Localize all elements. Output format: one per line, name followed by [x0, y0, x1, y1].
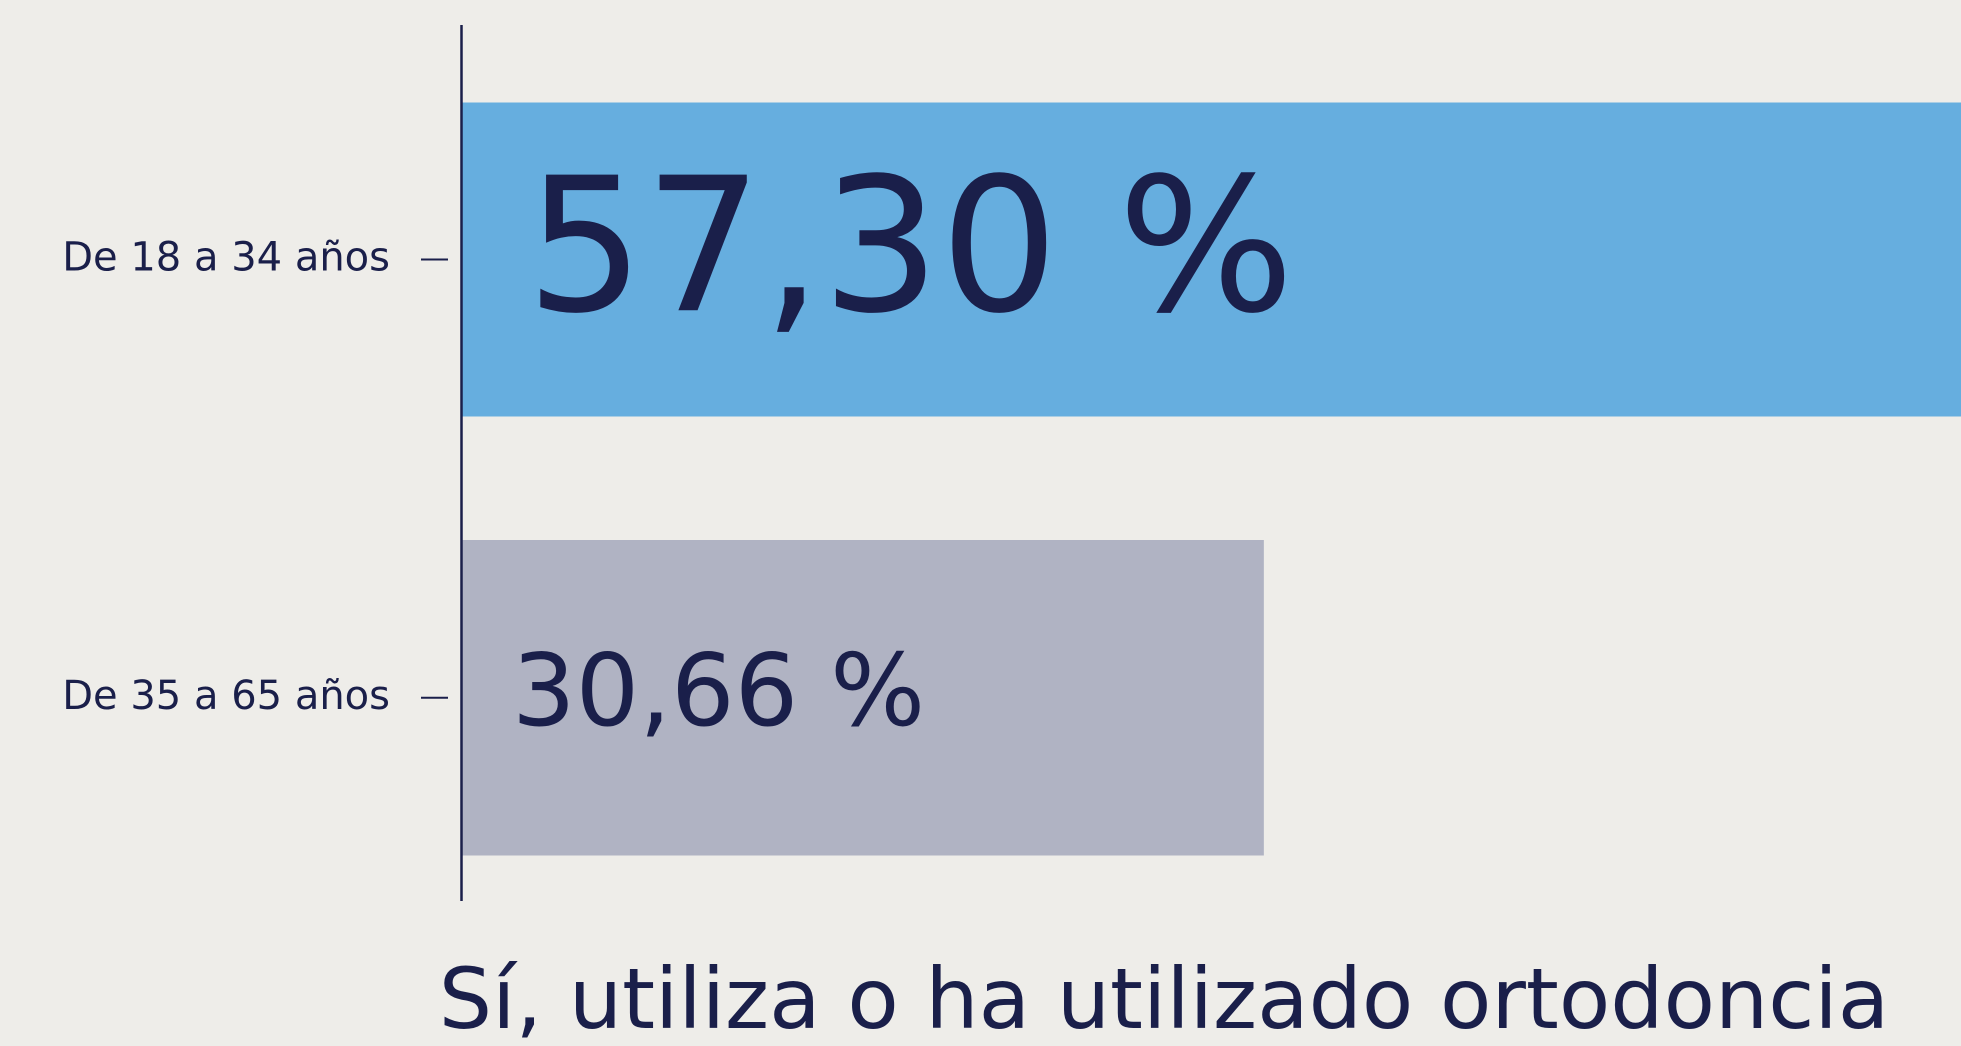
bar: [461, 540, 1264, 856]
y-tick-label: De 18 a 34 años: [62, 235, 390, 281]
y-tick-label: De 35 a 65 años: [62, 673, 390, 719]
bar: [461, 102, 1961, 417]
x-axis-label: Sí, utiliza o ha utilizado ortodoncia: [439, 950, 1889, 1046]
plot-area: [461, 102, 1961, 856]
value-label: 57,30 %: [526, 137, 1294, 354]
value-label: 30,66 %: [512, 632, 925, 749]
